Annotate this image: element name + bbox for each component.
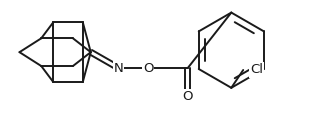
Text: N: N bbox=[114, 62, 123, 75]
Text: O: O bbox=[183, 90, 193, 103]
Text: O: O bbox=[143, 62, 153, 75]
Text: Cl: Cl bbox=[250, 63, 263, 76]
